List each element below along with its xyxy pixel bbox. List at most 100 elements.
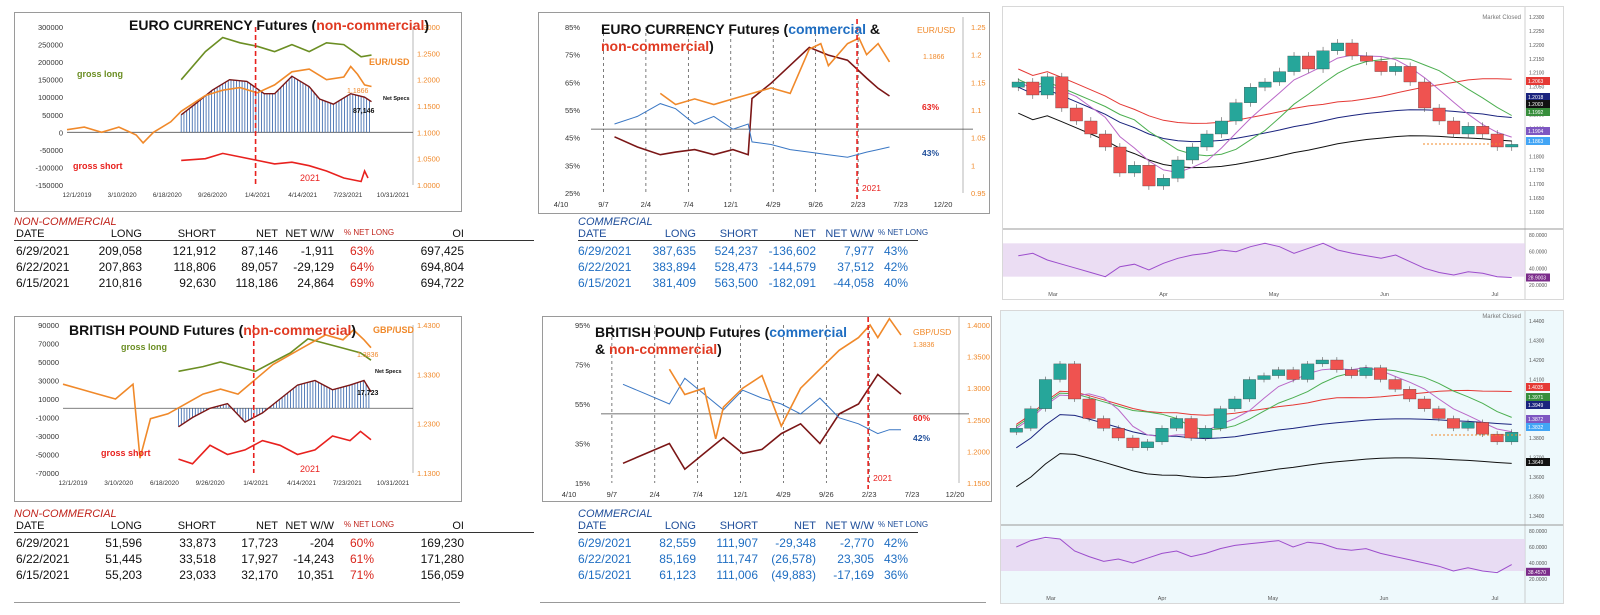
gross-long-label: gross long [77,69,123,79]
noncomm-pct-label: 63% [922,102,939,112]
x-tick-label: 12/20 [946,490,965,499]
candle [1301,363,1315,380]
y-tick-label: 65% [565,78,580,87]
header-cell: NET W/W [825,228,874,240]
table-cell: 69% [349,276,374,290]
ma-navy-line [1016,414,1512,449]
table-cell: -136,602 [768,244,816,258]
table-cell: 55,203 [105,568,142,582]
y-tick-label: 300000 [38,23,63,32]
candle [1287,55,1301,72]
table-cell: -182,091 [768,276,816,290]
price-tick-label: 1.1700 [1529,182,1545,188]
eur-noncomm-chart: 300000 250000 200000 150000 100000 50000 0 -500… [14,12,462,212]
candle [1476,422,1490,435]
table-cell: 82,559 [659,536,696,550]
y2-tick-label: 1.4000 [967,321,990,330]
x-tick-label: 7/23 [893,200,908,209]
y-tick-label: 55% [575,400,590,409]
price-value-label: 1.3836 [913,342,935,349]
table-cell: 61% [349,552,374,566]
candle [1199,428,1213,439]
table-cell: 42% [883,536,908,550]
header-cell: % NET LONG [344,520,395,529]
candle [1461,422,1475,429]
table-cell: 118,186 [235,276,279,290]
header-cell: NET [256,228,278,240]
price-tick-label: 1.2050 [1529,85,1545,91]
table-cell: 85,169 [659,552,696,566]
noncomm-pct-label: 60% [913,413,930,423]
ma-black-line [1016,453,1512,488]
price-badge-label: 1.3649 [1528,460,1544,466]
x-tick-label: 3/10/2020 [108,192,137,199]
y2-tick-label: 1.3300 [417,370,440,379]
table-caption: COMMERCIAL [578,216,653,228]
header-cell: NET W/W [285,520,334,532]
table-cell: 89,057 [241,260,278,274]
header-cell: NET [256,520,278,532]
x-tick-label: 3/10/2020 [104,480,133,487]
candle [1316,50,1330,70]
gross-short-label: gross short [101,448,151,458]
gbp-candlestick-chart: 1.44001.43001.42001.41001.40001.39001.38… [1000,310,1564,604]
x-tick-label: 2/4 [650,490,660,499]
candle [1229,102,1243,122]
y-tick-label: -100000 [35,163,63,172]
comm-pct-line [614,103,890,158]
candle [1359,367,1373,376]
table-cell: 6/29/2021 [578,244,632,258]
candle [1330,359,1344,370]
y-tick-label: 90000 [38,321,59,330]
gross-short-line [178,430,372,465]
rsi-badge-label: 38.4570 [1528,570,1546,576]
time-tick-label: Jun [1380,596,1389,602]
time-tick-label: May [1269,292,1280,298]
candle [1432,408,1446,419]
candle [1272,369,1286,376]
time-tick-label: Apr [1158,596,1167,602]
table-cell: 61,123 [659,568,696,582]
eur-noncomm-table: NON-COMMERCIAL DATE LONG SHORT NET NET W/W % N… [14,216,534,294]
gross-long-line [180,36,372,81]
candle [1331,42,1344,51]
gross-long-label: gross long [121,342,167,352]
x-tick-label: 4/10 [562,490,577,499]
price-badge [1526,393,1550,401]
x-tick-label: 9/26/2020 [196,480,225,487]
price-tick-label: 1.3400 [1529,514,1545,520]
header-underline [578,532,918,533]
candle [1258,81,1272,88]
x-tick-label: 7/23/2021 [333,480,362,487]
table-cell: 210,816 [98,276,142,290]
y-tick-label: 85% [565,23,580,32]
candle [1126,437,1140,448]
y-tick-label: 35% [565,161,580,170]
table-cell: 6/22/2021 [16,552,70,566]
candle [1257,375,1271,380]
candle [1432,107,1446,122]
price-tick-label: 1.2300 [1529,15,1545,21]
candle [1505,144,1519,148]
price-line [659,37,891,106]
price-badge-label: 1.1992 [1528,110,1544,116]
header-cell: SHORT [719,520,758,532]
y2-tick-label: 1.1 [971,106,981,115]
x-tick-label: 2/23 [851,200,866,209]
y2-tick-label: 1.4300 [417,321,440,330]
price-value-label: 1.3836 [357,352,379,359]
candle [1344,369,1358,376]
price-line [66,65,372,145]
candle [1171,159,1185,179]
eur-comm-plot: 85% 75% 65% 55% 45% 35% 25% 1.25 1.2 1.15 1.1 1.05 1… [554,17,986,209]
y-tick-label: 250000 [38,41,63,50]
y-tick-label: 50000 [38,358,59,367]
rsi-line [1018,242,1512,278]
rsi-tick-label: 20.0000 [1529,577,1547,583]
table-cell: 32,170 [241,568,278,582]
rsi-band [1001,539,1525,571]
price-tick-label: 1.2100 [1529,71,1545,77]
x-tick-label: 10/31/2021 [377,480,410,487]
header-cell: NET [794,228,816,240]
net-specs-label: Net Specs [375,369,402,375]
